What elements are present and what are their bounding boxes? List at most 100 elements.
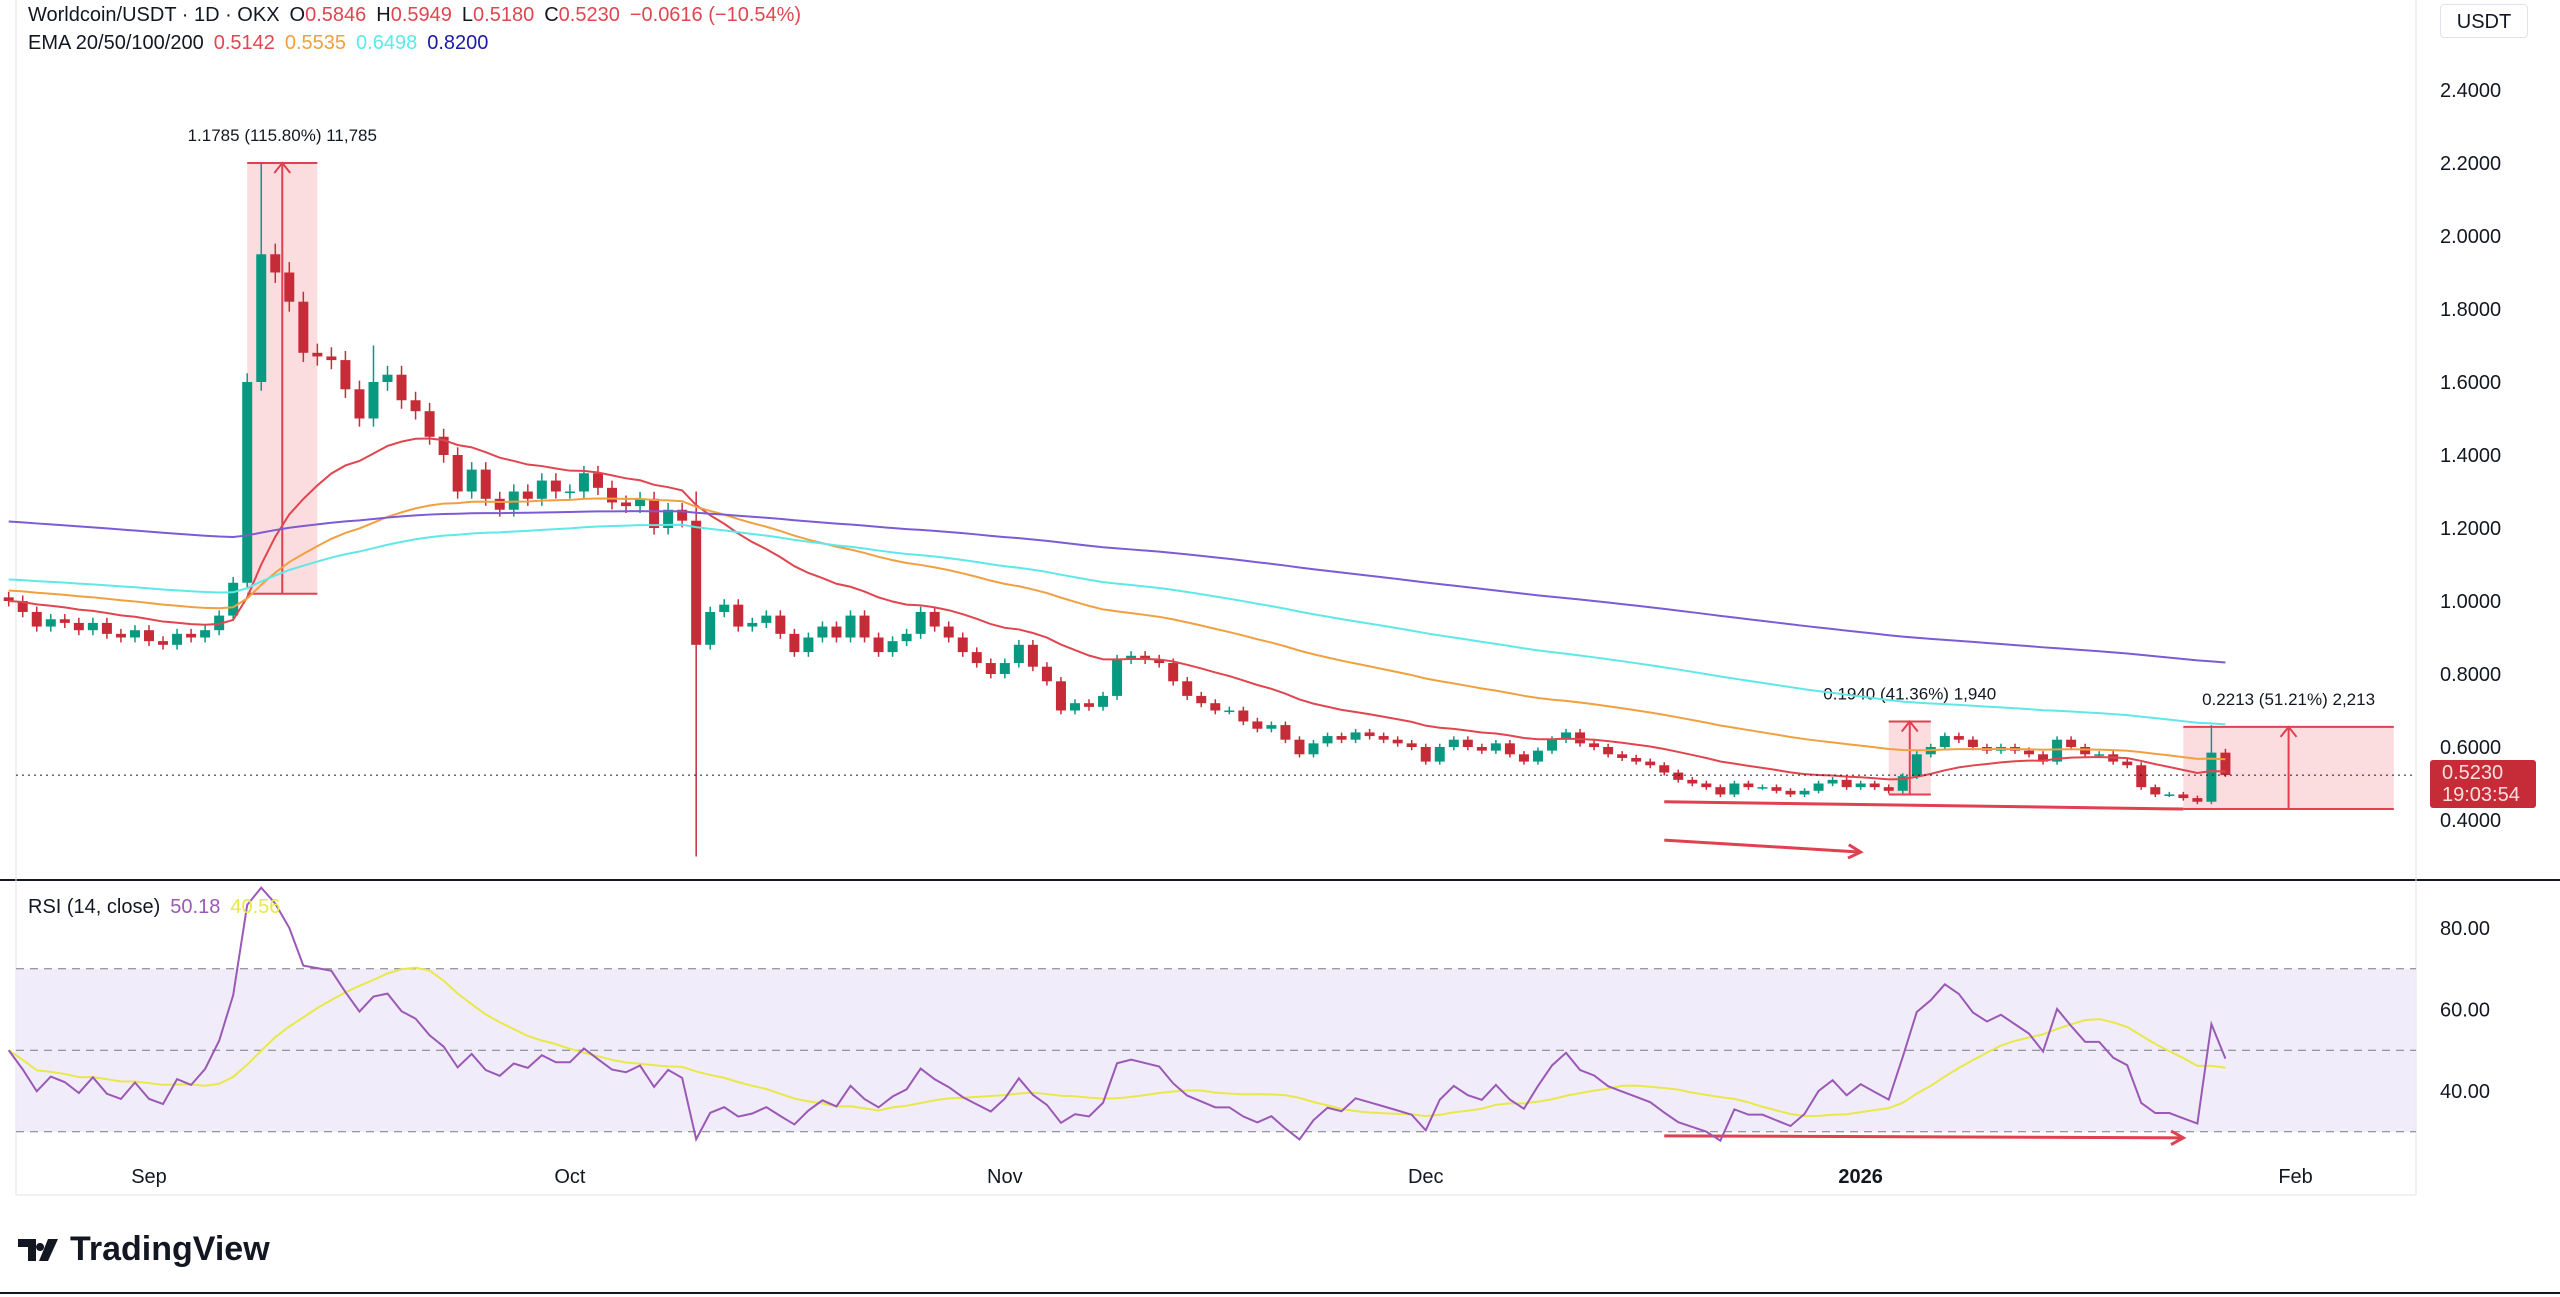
candle [1280,721,1291,744]
candle [1434,743,1445,765]
last-price: 0.5230 [2442,762,2504,784]
candle-body [1743,783,1754,788]
candle-body [1841,779,1852,788]
candle [1687,777,1698,787]
candle [1953,732,1964,744]
candle [2206,725,2217,805]
candle [1350,728,1361,744]
candle-body [606,487,617,503]
candle [228,577,239,621]
candle-body [158,641,169,645]
candle-body [1855,783,1866,788]
candle [1911,751,1922,780]
candle [1154,654,1165,668]
candle-body [761,615,772,623]
candle [354,380,365,427]
candle-body [59,619,70,623]
candle-body [564,491,575,493]
candle-body [1518,754,1529,762]
candle [1126,651,1137,664]
candle-body [2164,794,2175,796]
ema100-value: 0.6498 [356,32,418,54]
candle-body [2150,787,2161,795]
candle-body [1210,703,1221,711]
arrow-head-icon [1900,719,1919,733]
candle-body [817,626,828,638]
candle [663,502,674,535]
candle [1785,788,1796,798]
rsi-tick-label: 40.00 [2440,1081,2490,1103]
candle-body [831,626,842,638]
candle [242,373,253,589]
candle [340,351,351,398]
candle-body [592,473,603,488]
symbol-title[interactable]: Worldcoin/USDT · 1D · OKX [28,4,280,26]
candle [761,610,772,629]
currency-button[interactable]: USDT [2440,4,2528,38]
candle [1729,780,1740,798]
ohlc-open: O0.5846 [290,4,367,26]
candle-body [1729,783,1740,795]
candle [719,599,730,618]
candle [2052,736,2063,765]
candle [1168,658,1179,686]
candle-body [705,611,716,645]
candle [368,345,379,427]
candle [1673,769,1684,783]
tradingview-logo[interactable]: TradingView [18,1230,270,1269]
candle [1603,743,1614,758]
arrow-head-icon [273,161,292,174]
candle-body [115,633,126,638]
candle-body [1827,779,1838,784]
candle-body [452,455,463,492]
time-tick-label: 2026 [1838,1166,1883,1188]
candle-body [2080,747,2091,755]
candle-body [1532,750,1543,762]
candle [59,614,70,629]
candle-body [1336,736,1347,740]
candle-body [368,382,379,419]
candle-body [1294,739,1305,755]
candle-body [382,374,393,382]
candle-body [1448,739,1459,747]
candle [1855,780,1866,790]
candle [1897,773,1908,794]
candle-body [2024,750,2035,755]
time-tick-label: Oct [554,1166,586,1188]
candle-body [747,622,758,627]
ohlc-low: L0.5180 [462,4,534,26]
candle [466,462,477,499]
candle-body [1799,790,1810,795]
open-value: 0.5846 [305,4,367,26]
candle-body [1757,787,1768,789]
candle [1084,699,1095,711]
candle-body [1182,681,1193,696]
ema-legend[interactable]: EMA 20/50/100/200 0.5142 0.5535 0.6498 0.820… [28,32,498,55]
rsi-ma-value: 40.56 [230,896,281,918]
candle-body [1406,743,1417,747]
rsi-legend[interactable]: RSI (14, close) 50.18 40.56 [28,896,290,919]
low-label: L [461,4,474,26]
rsi-label: RSI (14, close) [28,896,161,918]
candle [606,480,617,510]
candle [17,595,28,618]
candle-body [312,352,323,357]
candle [438,428,449,463]
candle [817,621,828,643]
candle [1140,651,1151,664]
candle-body [73,622,84,631]
candle [1575,728,1586,747]
candle [1476,743,1487,754]
candle [1210,699,1221,715]
candle-body [522,491,533,499]
candle [1378,732,1389,744]
candle [564,484,575,499]
candle [1617,751,1628,762]
candle-body [1420,747,1431,762]
candle-body [1715,787,1726,795]
candle [929,606,940,632]
candle-body [677,509,688,521]
candle-body [873,637,884,653]
candle-body [1238,710,1249,722]
